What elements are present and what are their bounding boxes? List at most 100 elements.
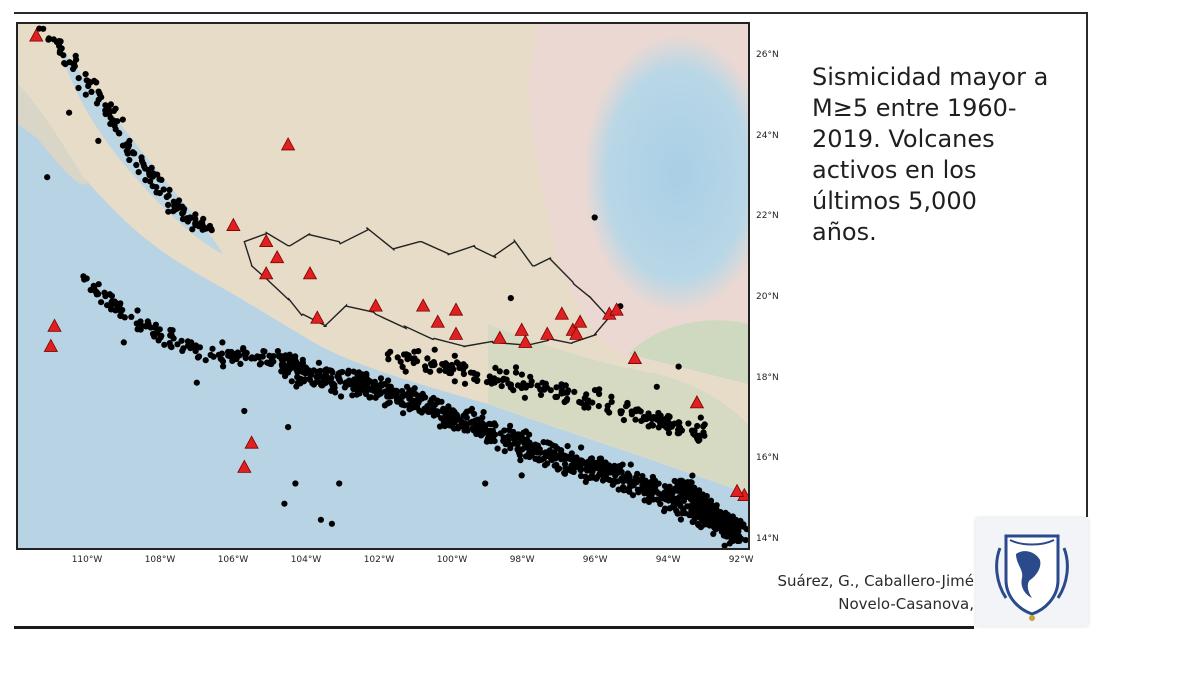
earthquake-epicenter [75,84,82,92]
earthquake-epicenter [288,378,295,385]
earthquake-epicenter [661,508,668,515]
earthquake-epicenter [61,60,68,67]
earthquake-epicenter [428,396,435,403]
earthquake-epicenter [657,500,664,508]
pacific-ocean [18,114,748,548]
earthquake-epicenter [301,376,309,383]
earthquake-epicenter [630,482,637,489]
earthquake-epicenter [512,369,520,376]
earthquake-epicenter [685,420,692,427]
earthquake-epicenter [451,378,458,385]
earthquake-epicenter [740,521,747,528]
earthquake-epicenter [156,176,163,183]
earthquake-epicenter [553,384,560,391]
earthquake-epicenter [237,360,244,367]
earthquake-epicenter [714,520,721,528]
earthquake-epicenter [646,413,653,421]
earthquake-epicenter [645,479,652,487]
earthquake-epicenter [494,445,501,452]
earthquake-epicenter [131,150,138,157]
earthquake-epicenter [564,443,571,450]
citation-line-2: Novelo-Casanova, [838,595,974,613]
earthquake-epicenter [554,466,561,473]
earthquake-epicenter [217,355,224,362]
earthquake-epicenter [518,472,525,479]
caption-line-4: activos en los [812,156,977,184]
earthquake-epicenter [694,435,701,442]
earthquake-epicenter [565,387,572,394]
volcano-marker [569,326,584,340]
earthquake-epicenter [447,370,455,377]
earthquake-epicenter [353,391,360,398]
earthquake-epicenter [714,511,721,519]
map-canvas [18,24,748,548]
earthquake-epicenter [372,384,379,391]
earthquake-epicenter [218,350,225,357]
earthquake-epicenter [521,394,528,401]
lon-tick-label: 106°W [217,555,249,565]
earthquake-epicenter [152,321,159,328]
earthquake-epicenter [183,217,190,224]
earthquake-epicenter [706,513,713,521]
volcano-marker [492,330,507,344]
earthquake-epicenter [192,211,199,218]
earthquake-epicenter [285,424,292,431]
earthquake-epicenter [393,390,400,397]
earthquake-epicenter [486,373,493,380]
earthquake-epicenter [588,472,595,479]
earthquake-epicenter [522,438,529,445]
earthquake-epicenter [436,367,443,374]
earthquake-epicenter [66,59,73,66]
earthquake-epicenter [116,130,123,137]
earthquake-epicenter [427,368,434,375]
earthquake-epicenter [667,486,674,494]
earthquake-epicenter [335,376,342,383]
earthquake-epicenter [328,520,335,527]
earthquake-epicenter [596,386,603,393]
earthquake-epicenter [138,322,145,329]
lon-tick-label: 100°W [436,555,468,565]
earthquake-epicenter [292,480,299,487]
lat-tick-label: 26°N [756,50,779,61]
earthquake-epicenter [174,341,181,348]
earthquake-epicenter [149,330,157,337]
earthquake-epicenter [431,346,438,353]
earthquake-epicenter [440,362,448,369]
earthquake-epicenter [512,364,520,371]
earthquake-epicenter [498,383,505,390]
earthquake-epicenter [469,425,476,432]
earthquake-epicenter [240,345,247,352]
earthquake-epicenter [742,537,748,544]
earthquake-epicenter [133,161,140,169]
volcano-marker [259,233,274,248]
earthquake-epicenter [558,447,565,454]
earthquake-epicenter [608,393,615,400]
earthquake-epicenter [724,517,731,524]
earthquake-epicenter [168,332,175,339]
earthquake-epicenter [523,444,530,451]
earthquake-epicenter [661,483,669,490]
earthquake-epicenter [256,354,263,361]
earthquake-epicenter [484,436,491,443]
earthquake-epicenter [184,338,191,345]
earthquake-epicenter [455,423,462,430]
earthquake-epicenter [648,489,655,496]
earthquake-epicenter [291,355,298,362]
earthquake-epicenter [474,377,481,385]
earthquake-epicenter [691,499,698,506]
earthquake-epicenter [514,440,521,447]
caption: Sismicidad mayor a M≥5 entre 1960- 2019.… [812,62,1072,248]
volcano-marker [368,298,383,312]
earthquake-epicenter [700,423,707,430]
earthquake-epicenter [549,456,556,464]
earthquake-epicenter [688,479,695,486]
lon-tick-label: 110°W [71,555,103,565]
earthquake-epicenter [501,436,508,443]
earthquake-epicenter [187,345,194,352]
earthquake-epicenter [596,471,603,478]
earthquake-epicenter [45,36,52,43]
gulf-of-mexico-deep [583,34,748,314]
earthquake-epicenter [243,349,250,356]
earthquake-epicenter [75,75,82,82]
earthquake-epicenter [676,424,684,431]
